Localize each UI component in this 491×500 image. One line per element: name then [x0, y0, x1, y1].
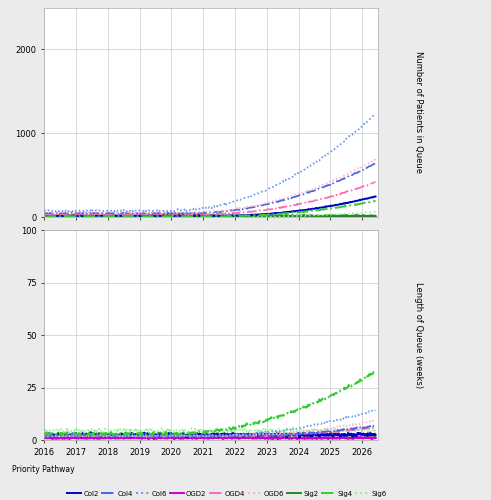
Y-axis label: Length of Queue (weeks): Length of Queue (weeks) — [413, 282, 423, 388]
Text: Priority Pathway: Priority Pathway — [12, 464, 75, 473]
Y-axis label: Number of Patients in Queue: Number of Patients in Queue — [413, 52, 423, 174]
Legend: Col2, Col4, Col6, OGD2, OGD4, OGD6, Sig2, Sig4, Sig6: Col2, Col4, Col6, OGD2, OGD4, OGD6, Sig2… — [67, 490, 386, 496]
